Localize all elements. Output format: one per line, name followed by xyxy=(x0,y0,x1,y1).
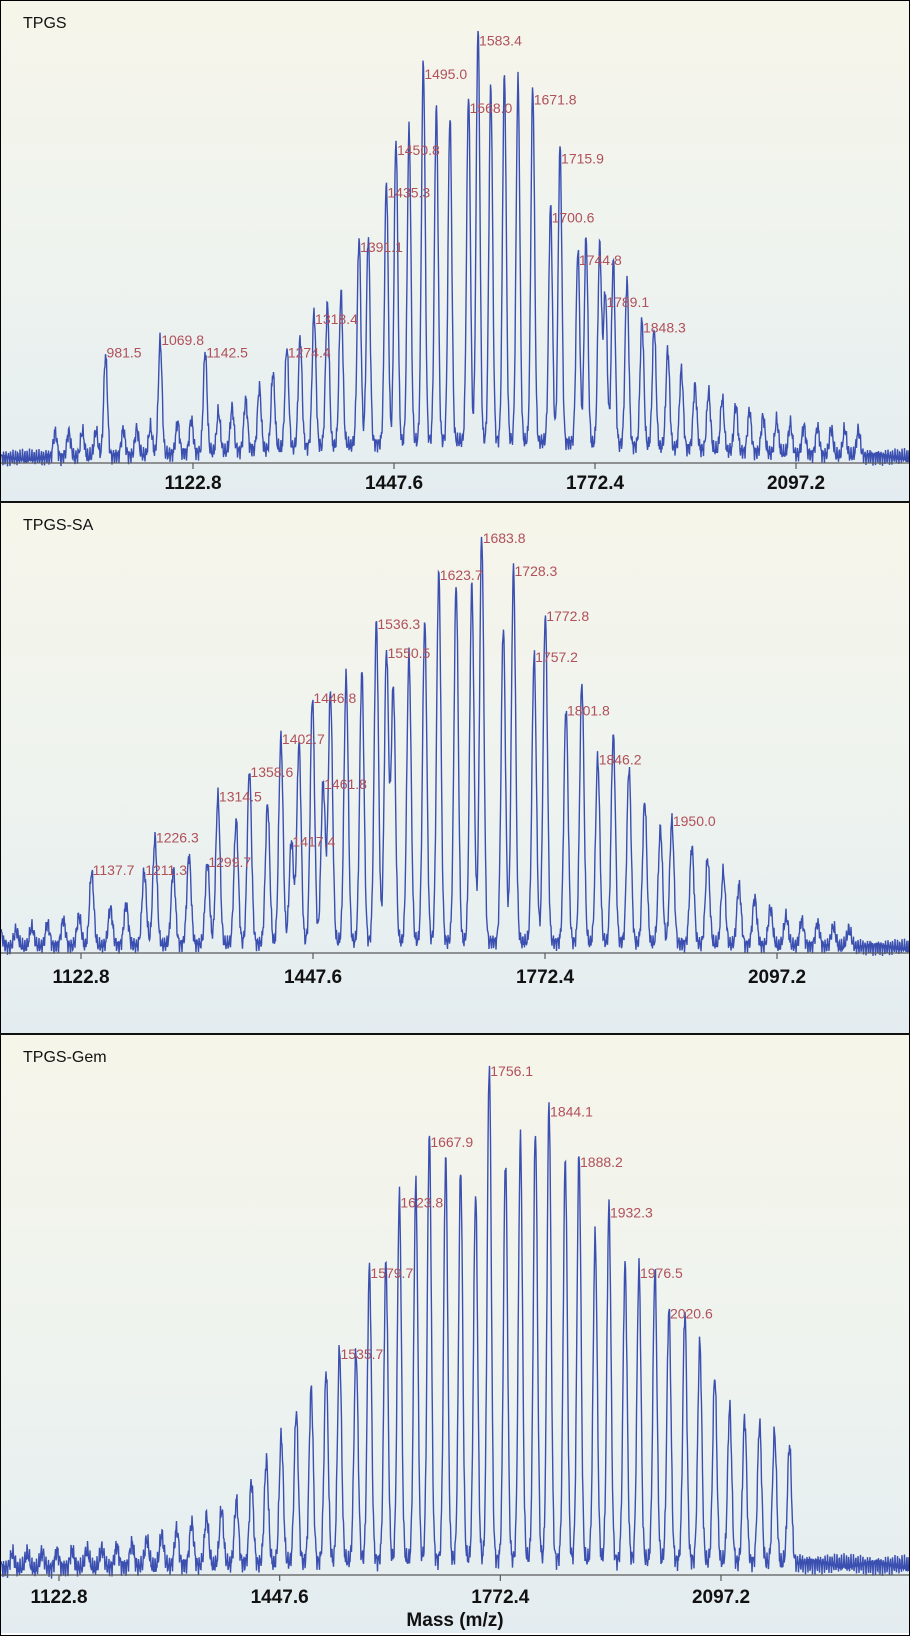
peak-label: 1417.4 xyxy=(292,834,335,850)
x-tick-label: 1772.4 xyxy=(471,1587,530,1608)
peak-label: 1976.5 xyxy=(640,1265,683,1281)
peak-label: 1623.7 xyxy=(440,567,483,583)
peak-label: 1844.1 xyxy=(550,1104,593,1120)
peak-label: 1756.1 xyxy=(490,1063,533,1079)
x-tick-label: 1122.8 xyxy=(164,473,221,494)
peak-label: 1683.8 xyxy=(483,530,526,546)
peak-label: 1671.8 xyxy=(534,92,577,108)
spectrum-panel-tpgs: 1122.8 1447.6 1772.4 2097.2 981.5 1069.8 1142.… xyxy=(1,1,909,501)
spectrum-panel-tpgs-gem: 1122.8 1447.6 1772.4 2097.2 1535.7 1579.7 1623… xyxy=(1,1035,909,1633)
x-tick-label: 1447.6 xyxy=(365,473,423,494)
peak-label: 1550.5 xyxy=(388,645,431,661)
peak-label: 1450.8 xyxy=(397,142,440,158)
peak-label: 1583.4 xyxy=(479,32,522,48)
peak-label: 1069.8 xyxy=(161,332,204,348)
peak-label: 1299.7 xyxy=(208,854,251,870)
x-tick-label: 2097.2 xyxy=(767,473,825,494)
x-tick-label: 1772.4 xyxy=(566,473,625,494)
peak-label: 1535.7 xyxy=(341,1346,384,1362)
x-tick-label: 2097.2 xyxy=(748,967,806,988)
peak-label: 1715.9 xyxy=(561,151,604,167)
x-axis-label: Mass (m/z) xyxy=(406,1610,504,1631)
peak-label: 1801.8 xyxy=(567,702,610,718)
peak-label: 1211.3 xyxy=(145,862,187,878)
peak-label: 1568.0 xyxy=(470,100,513,116)
peak-label: 1137.7 xyxy=(93,862,135,878)
peak-label: 1274.4 xyxy=(288,345,331,361)
peak-label: 1314.5 xyxy=(219,788,262,804)
x-tick-label: 1447.6 xyxy=(251,1587,309,1608)
x-tick-label: 1772.4 xyxy=(516,967,575,988)
panel-title: TPGS-SA xyxy=(23,517,94,534)
spectrum-plot-tpgs-sa: 1122.8 1447.6 1772.4 2097.2 1137.7 1211.3 1226… xyxy=(1,530,909,988)
peak-label: 1402.7 xyxy=(282,731,325,747)
x-tick-label: 1122.8 xyxy=(30,1587,87,1608)
peak-label: 1226.3 xyxy=(156,829,199,845)
peak-label: 1757.2 xyxy=(535,649,578,665)
peak-label: 1435.3 xyxy=(387,184,430,200)
panel-title: TPGS xyxy=(23,15,67,32)
peak-label: 1667.9 xyxy=(430,1134,473,1150)
peak-label: 1700.6 xyxy=(552,210,595,226)
peak-label: 1932.3 xyxy=(610,1205,653,1221)
peak-label: 981.5 xyxy=(107,345,142,361)
spectrum-trace xyxy=(1,30,909,467)
spectrum-trace xyxy=(1,536,909,957)
spectrum-plot-tpgs: 1122.8 1447.6 1772.4 2097.2 981.5 1069.81142.… xyxy=(1,30,909,494)
peak-label: 1391.1 xyxy=(360,239,403,255)
peak-label: 1446.8 xyxy=(313,690,356,706)
peak-label: 1579.7 xyxy=(370,1265,413,1281)
spectrum-panel-tpgs-sa: 1122.8 1447.6 1772.4 2097.2 1137.7 1211.3 1226… xyxy=(1,503,909,1033)
panel-divider xyxy=(0,1033,910,1036)
x-tick-label: 1447.6 xyxy=(284,967,342,988)
peak-label: 1744.8 xyxy=(579,252,622,268)
peak-label: 1536.3 xyxy=(377,616,420,632)
x-tick-label: 2097.2 xyxy=(692,1587,750,1608)
peak-label: 1846.2 xyxy=(599,752,642,768)
panel-divider xyxy=(0,501,910,504)
x-tick-label: 1122.8 xyxy=(52,967,109,988)
peak-label: 1461.8 xyxy=(324,776,367,792)
peak-label: 2020.6 xyxy=(670,1306,713,1322)
peak-label: 1848.3 xyxy=(643,319,686,335)
panel-title: TPGS-Gem xyxy=(23,1049,107,1066)
peak-label: 1950.0 xyxy=(673,813,716,829)
peak-label: 1728.3 xyxy=(515,563,558,579)
peak-label: 1142.5 xyxy=(206,345,248,361)
peak-label: 1772.8 xyxy=(546,608,589,624)
peak-label: 1789.1 xyxy=(606,294,649,310)
peak-label: 1318.4 xyxy=(315,311,358,327)
peak-label: 1623.8 xyxy=(400,1194,443,1210)
spectrum-trace xyxy=(1,1065,909,1579)
peak-label: 1888.2 xyxy=(580,1154,623,1170)
peak-label: 1358.6 xyxy=(250,764,293,780)
peak-label: 1495.0 xyxy=(424,66,467,82)
spectrum-plot-tpgs-gem: 1122.8 1447.6 1772.4 2097.2 1535.7 1579.7 1623… xyxy=(1,1063,909,1608)
